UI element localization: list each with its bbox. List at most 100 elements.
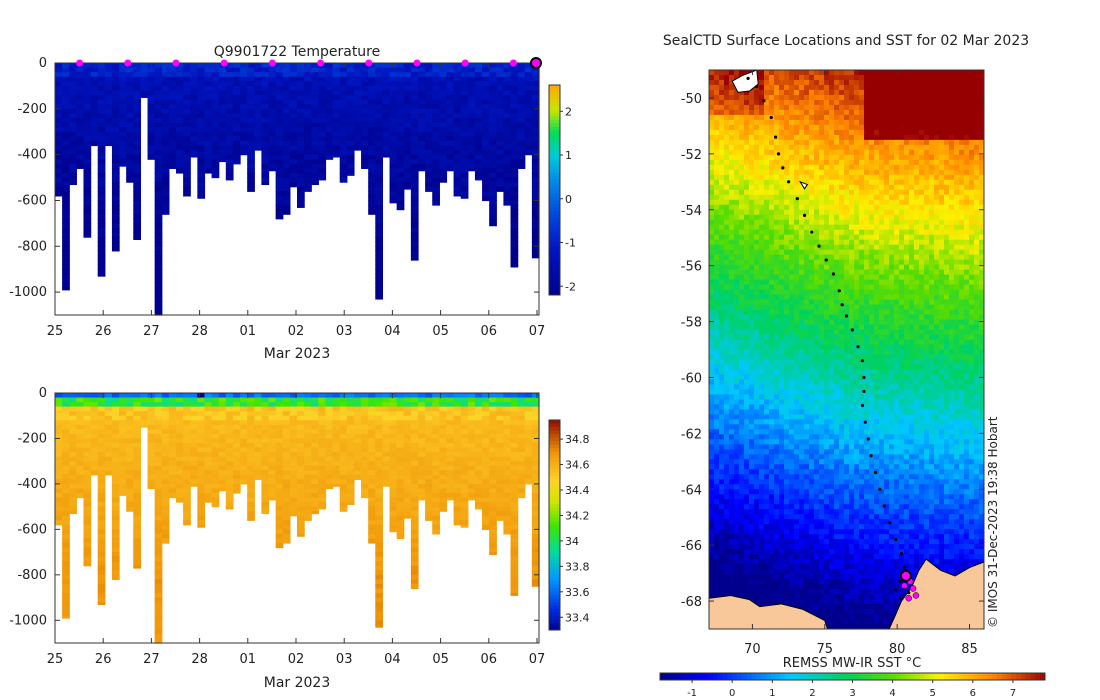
profile-cell	[425, 515, 433, 521]
profile-cell	[62, 145, 70, 151]
profile-cell	[97, 402, 106, 408]
profile-cell	[197, 515, 206, 521]
profile-cell	[183, 424, 191, 430]
sst-cell	[719, 74, 725, 81]
profile-cell	[482, 81, 490, 87]
profile-cell	[304, 145, 312, 151]
profile-cell	[83, 502, 92, 508]
profile-cell	[282, 63, 291, 69]
profile-cell	[460, 474, 469, 480]
profile-cell	[97, 456, 106, 462]
profile-cell	[168, 122, 177, 128]
profile-cell	[425, 474, 433, 480]
profile-cell	[361, 150, 369, 156]
sst-cell	[794, 104, 800, 111]
profile-cell	[254, 145, 263, 151]
profile-cell	[126, 104, 134, 110]
profile-column	[204, 393, 213, 503]
profile-cell	[375, 611, 384, 617]
profile-cell	[126, 411, 134, 417]
profile-cell	[339, 447, 348, 453]
profile-cell	[510, 543, 519, 549]
profile-cell	[168, 470, 177, 476]
sst-cell	[904, 89, 910, 96]
profile-column	[517, 63, 526, 169]
profile-cell	[524, 393, 533, 399]
profile-cell	[232, 85, 241, 92]
profile-cell	[460, 113, 469, 119]
sst-cell	[804, 104, 810, 111]
profile-cell	[410, 99, 419, 105]
profile-cell	[304, 402, 312, 408]
profile-cell	[318, 483, 327, 490]
profile-cell	[268, 406, 277, 412]
profile-cell	[282, 452, 291, 458]
profile-cell	[382, 63, 391, 69]
profile-cell	[353, 443, 362, 449]
profile-cell	[396, 452, 405, 458]
profile-cell	[297, 488, 305, 494]
profile-cell	[211, 443, 220, 449]
time-marker	[172, 59, 180, 67]
profile-cell	[368, 159, 376, 165]
profile-cell	[111, 470, 120, 476]
profile-column	[282, 393, 291, 544]
profile-cell	[133, 411, 142, 417]
profile-cell	[353, 76, 362, 82]
profile-cell	[353, 397, 362, 403]
profile-column	[396, 393, 405, 540]
profile-cell	[382, 90, 391, 96]
profile-cell	[503, 483, 512, 490]
profile-cell	[517, 159, 526, 165]
profile-cell	[382, 406, 391, 412]
sst-cell	[929, 124, 935, 131]
profile-cell	[510, 250, 519, 257]
profile-cell	[304, 76, 312, 82]
profile-column	[396, 63, 405, 211]
profile-cell	[247, 113, 255, 119]
profile-cell	[197, 67, 206, 73]
profile-cell	[247, 502, 255, 508]
sst-cell	[979, 99, 984, 106]
salinity-panel: 0-200-400-600-800-1000 25 26 27 28 01 02 03 04 0…	[9, 386, 589, 691]
profile-cell	[474, 85, 483, 92]
profile-cell	[111, 150, 120, 156]
sst-cell	[974, 84, 980, 91]
profile-cell	[161, 415, 170, 421]
profile-cell	[225, 90, 234, 96]
profile-cell	[197, 470, 206, 476]
profile-cell	[325, 90, 334, 96]
profile-cell	[425, 72, 433, 78]
profile-cell	[510, 579, 519, 585]
profile-cell	[126, 150, 134, 156]
profile-cell	[204, 420, 213, 426]
profile-cell	[425, 433, 433, 440]
profile-cell	[496, 85, 505, 92]
profile-cell	[247, 456, 255, 462]
profile-cell	[368, 502, 376, 508]
profile-cell	[268, 145, 277, 151]
profile-cell	[425, 429, 433, 435]
profile-cell	[62, 488, 70, 494]
profile-cell	[368, 195, 376, 202]
profile-cell	[211, 172, 220, 179]
colorbar-segment	[549, 242, 560, 247]
profile-cell	[154, 287, 163, 293]
profile-cell	[83, 515, 92, 521]
profile-cell	[190, 108, 198, 114]
colorbar-segment	[549, 92, 560, 96]
profile-cell	[282, 95, 291, 101]
profile-cell	[425, 420, 433, 426]
profile-cell	[425, 76, 433, 82]
sst-cell	[739, 70, 745, 76]
profile-cell	[289, 465, 298, 471]
profile-cell	[183, 511, 191, 517]
profile-cell	[190, 461, 198, 467]
profile-cell	[403, 474, 412, 480]
profile-cell	[439, 397, 448, 403]
profile-cell	[97, 145, 106, 151]
profile-cell	[453, 163, 462, 169]
profile-cell	[496, 113, 505, 119]
sst-cell	[719, 70, 725, 76]
profile-cell	[510, 214, 519, 220]
